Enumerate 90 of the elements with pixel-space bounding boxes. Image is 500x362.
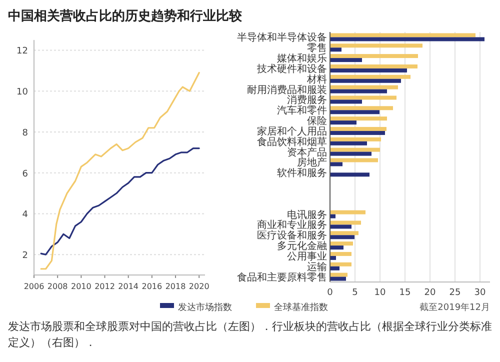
- x-tick-label: 20: [424, 288, 436, 298]
- x-tick-label: 10: [374, 288, 386, 298]
- y-tick-label: 家居和个人用品: [257, 125, 327, 138]
- y-tick-label: 耐用消费品和服装: [247, 84, 327, 96]
- line-series: [40, 148, 200, 256]
- text: 发达市场股票和全球股票对中国的营收占比（左图）．行业板块的营收占比（根据全球行业分类标准定义）（右图）．: [8, 320, 492, 349]
- bar: [330, 44, 422, 48]
- bar: [330, 137, 381, 142]
- x-tick-label: 30: [474, 288, 486, 298]
- x-tick-label: 2010: [70, 282, 92, 291]
- y-tick-label: 消费服务: [287, 94, 327, 106]
- y-tick-label: 食品饮料和烟草: [257, 136, 327, 148]
- legend-label: 发达市场指数: [178, 302, 232, 313]
- bar: [330, 106, 393, 110]
- bar: [330, 37, 484, 42]
- bar: [330, 68, 407, 72]
- bar: [330, 210, 366, 214]
- bar: [330, 33, 476, 38]
- x-tick-label: 15: [399, 288, 411, 298]
- bar: [330, 162, 342, 166]
- bar: [330, 220, 361, 225]
- x-tick-label: 2006: [24, 282, 44, 291]
- y-tick-label: 8: [22, 128, 28, 138]
- bar: [330, 256, 336, 260]
- bar: [330, 266, 340, 270]
- bar: [330, 64, 418, 68]
- bar: [330, 172, 370, 177]
- line-series: [40, 72, 200, 270]
- x-tick-label: 2014: [118, 282, 139, 291]
- bar: [330, 224, 352, 229]
- bar: [330, 262, 352, 266]
- y-tick-label: 4: [22, 210, 28, 220]
- bar: [330, 96, 396, 100]
- y-tick-label: 商业和专业服务: [257, 219, 327, 232]
- y-tick-label: 电讯服务: [287, 208, 327, 221]
- x-tick-label: 2020: [188, 282, 210, 291]
- y-tick-label: 保险: [307, 115, 327, 128]
- bar: [330, 89, 387, 94]
- bar: [330, 158, 378, 162]
- x-tick-label: 2012: [94, 282, 115, 291]
- y-tick-label: 技术硬件和设备: [256, 62, 327, 75]
- bar: [330, 141, 367, 146]
- legend-label: 全球基准指数: [274, 302, 328, 313]
- y-tick-label: 汽车和零件: [277, 104, 327, 117]
- bar: [330, 100, 362, 104]
- bar: [330, 74, 410, 79]
- bar: [330, 272, 348, 277]
- y-tick-label: 资本产品: [287, 146, 327, 158]
- x-tick-label: 0: [327, 288, 334, 298]
- y-tick-label: 媒体和娱乐: [277, 52, 327, 65]
- y-tick-label: 运输: [307, 260, 327, 273]
- bar: [330, 242, 353, 246]
- bar: [330, 246, 344, 250]
- y-tick-label: 2: [22, 251, 28, 262]
- bar: [330, 120, 356, 125]
- bar: [330, 54, 418, 58]
- bar: [330, 85, 398, 90]
- chart-title: 中国相关营收占比的历史趋势和行业比较: [8, 8, 243, 24]
- y-tick-label: 材料: [306, 73, 327, 86]
- bar: [330, 130, 385, 135]
- y-tick-label: 公用事业: [287, 250, 327, 262]
- y-tick-label: 多元化金融: [277, 240, 327, 252]
- x-tick-label: 25: [449, 288, 461, 298]
- bar: [330, 126, 386, 131]
- bar: [330, 152, 372, 156]
- bar: [330, 78, 401, 83]
- y-tick-label: 房地产: [297, 156, 327, 169]
- bar: [330, 252, 352, 256]
- bar: [330, 235, 354, 240]
- y-tick-label: 半导体和半导体设备: [237, 32, 327, 44]
- x-tick-label: 2018: [165, 282, 186, 291]
- x-tick-label: 2016: [142, 282, 162, 291]
- x-tick-label: 2008: [47, 282, 68, 291]
- bar: [330, 148, 380, 152]
- y-tick-label: 医疗设备和服务: [257, 230, 327, 242]
- bar: [330, 48, 342, 52]
- bar: [330, 231, 358, 236]
- y-tick-label: 6: [22, 169, 28, 180]
- y-tick-label: 食品和主要原料零售: [237, 271, 327, 284]
- x-tick-label: 5: [352, 288, 358, 298]
- text: 截至2019年12月: [420, 302, 490, 313]
- bar: [330, 116, 387, 121]
- y-tick-label: 10: [16, 88, 28, 98]
- y-tick-label: 12: [16, 46, 28, 57]
- bar: [330, 276, 346, 281]
- y-tick-label: 软件和服务: [277, 167, 327, 180]
- bar: [330, 58, 362, 62]
- y-tick-label: 零售: [307, 42, 327, 54]
- bar: [330, 110, 380, 114]
- bar: [330, 214, 336, 218]
